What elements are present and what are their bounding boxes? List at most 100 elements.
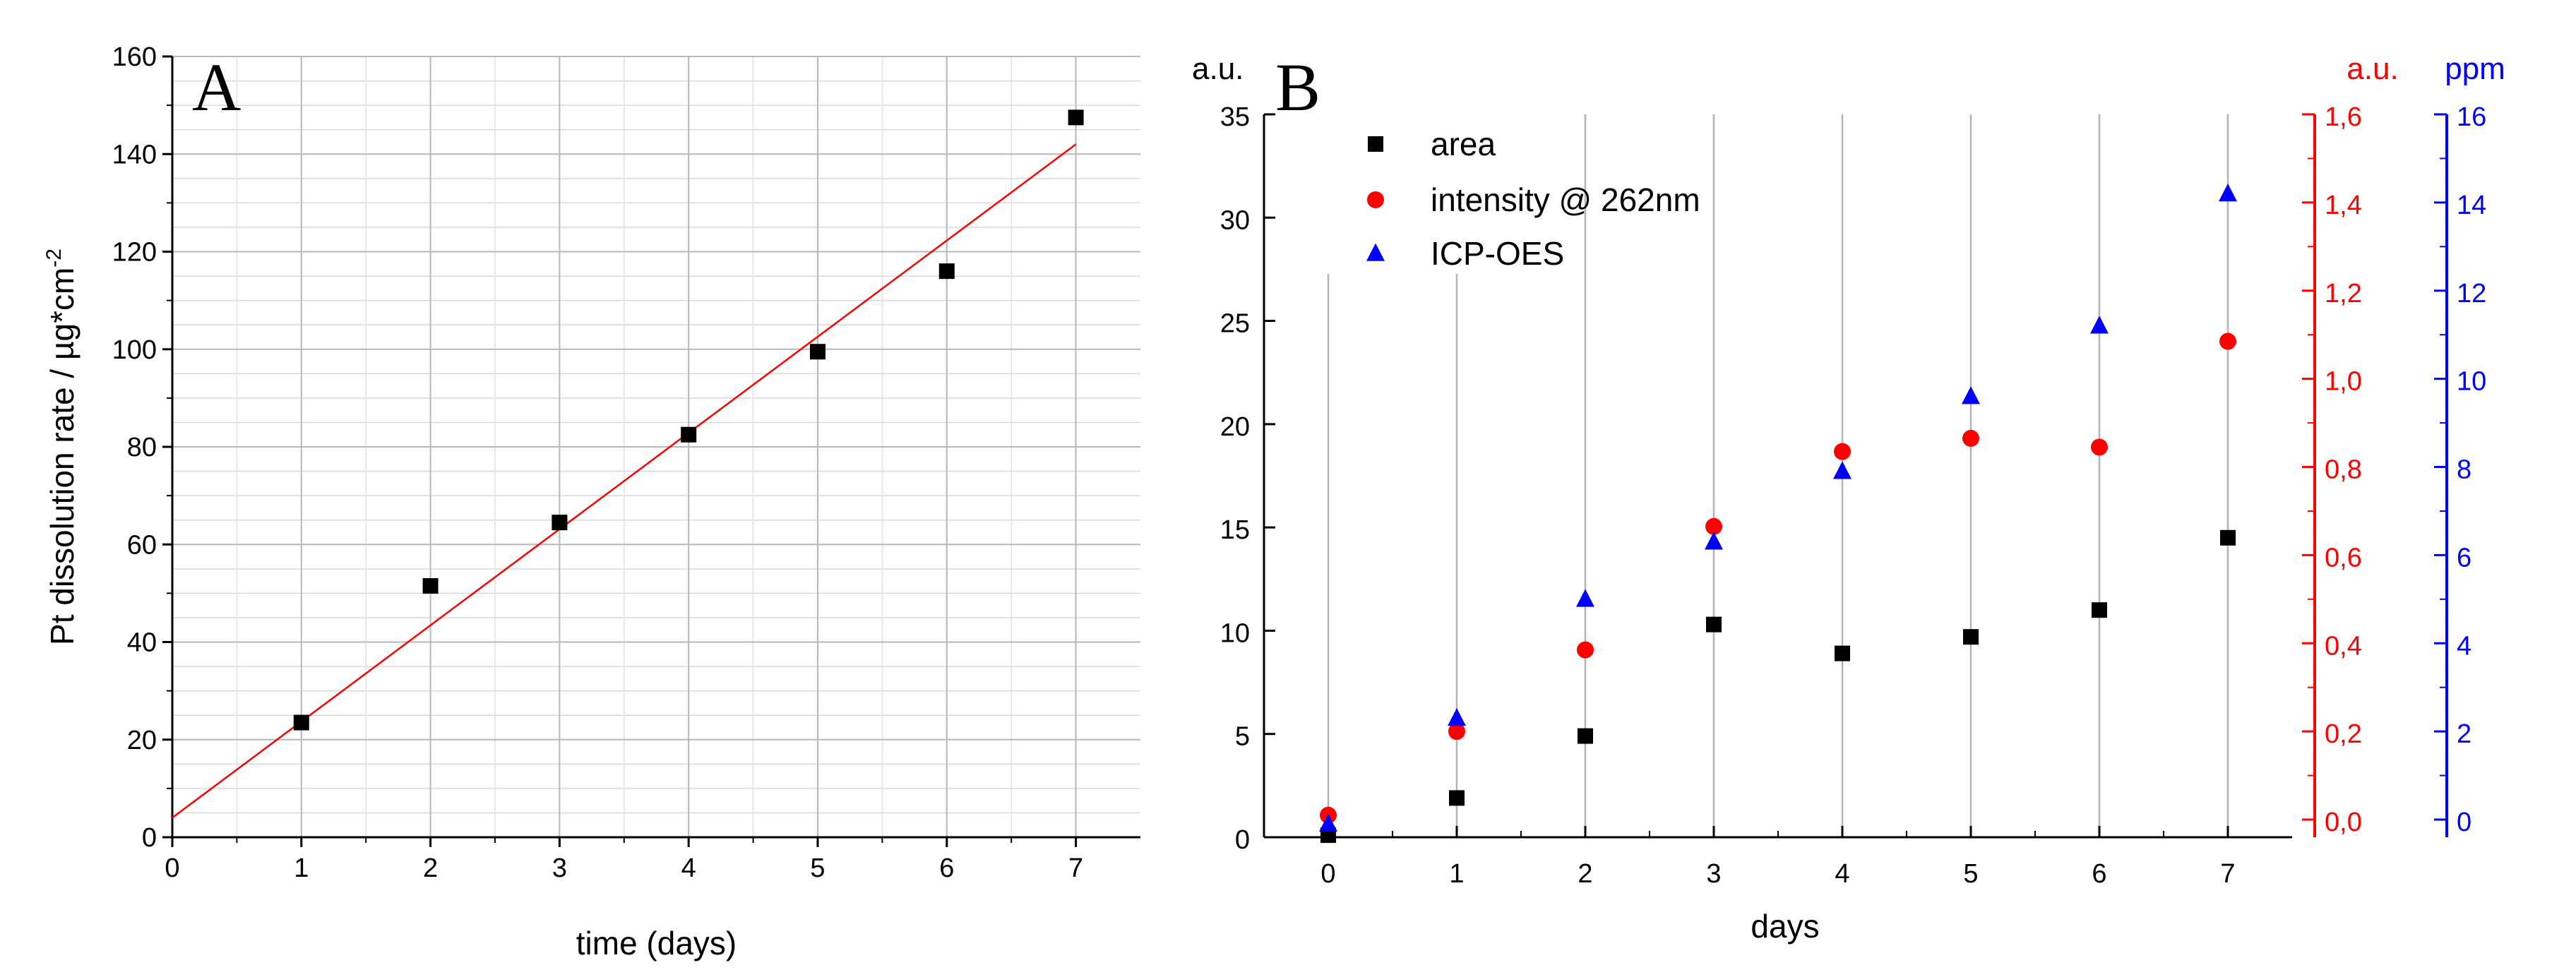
red-y-tick-label: 0,4 <box>2325 631 2362 661</box>
fit-line <box>172 143 1077 819</box>
x-axis-title: days <box>1751 908 1819 945</box>
blue-y-tick-label: 2 <box>2457 719 2471 749</box>
data-point-triangle <box>1705 532 1723 550</box>
data-point-triangle <box>1448 708 1466 726</box>
y-tick-label: 160 <box>112 42 157 72</box>
red-y-tick-label: 1,6 <box>2325 102 2362 132</box>
data-point-square <box>1578 728 1593 744</box>
data-point-square <box>1835 645 1850 661</box>
blue-y-tick-label: 10 <box>2457 367 2486 397</box>
red-y-tick-label: 0,0 <box>2325 808 2362 837</box>
data-point <box>551 515 568 531</box>
blue-y-tick-label: 8 <box>2457 455 2471 485</box>
data-point <box>681 426 697 443</box>
red-axis-unit: a.u. <box>2347 52 2398 86</box>
data-point-circle <box>1448 723 1465 741</box>
data-point-circle <box>1705 517 1722 535</box>
red-y-tick-label: 0,6 <box>2325 543 2362 573</box>
x-tick-label: 5 <box>1963 859 1978 889</box>
data-point-square <box>2220 529 2236 546</box>
red-y-tick-label: 1,2 <box>2325 279 2362 308</box>
y-tick-label: 140 <box>112 140 157 169</box>
left-y-tick-label: 15 <box>1220 515 1250 545</box>
data-point-square <box>2092 602 2107 618</box>
x-tick-label: 3 <box>552 853 567 883</box>
data-point-square <box>1449 790 1465 806</box>
panel-a: 0 20 40 60 80 100 120 140 160 0 1 2 3 4 5 6 7 time (days)… <box>42 42 1140 961</box>
x-tick-label: 7 <box>1068 853 1083 883</box>
y-tick-label: 120 <box>112 238 157 268</box>
red-y-tick-label: 1,0 <box>2325 367 2362 397</box>
left-axis-unit: a.u. <box>1192 52 1244 86</box>
data-point-square <box>1963 629 1979 645</box>
data-point <box>810 344 825 360</box>
blue-y-tick-label: 14 <box>2457 191 2486 220</box>
x-tick-label: 1 <box>1449 859 1464 889</box>
panel-label-b: B <box>1275 49 1320 125</box>
blue-y-tick-label: 4 <box>2457 631 2471 661</box>
x-tick-label: 4 <box>1835 859 1849 889</box>
x-tick-label: 0 <box>1320 859 1335 889</box>
data-point-triangle <box>2090 316 2109 334</box>
legend-marker <box>1367 191 1384 208</box>
blue-y-tick-label: 0 <box>2457 808 2471 837</box>
left-y-tick-label: 30 <box>1220 205 1250 235</box>
data-point <box>422 578 439 594</box>
data-point-square <box>1706 616 1722 633</box>
red-y-tick-label: 0,2 <box>2325 719 2362 749</box>
x-tick-label: 2 <box>1578 859 1592 889</box>
left-y-tick-label: 5 <box>1235 722 1250 752</box>
data-point <box>293 714 309 731</box>
data-point-triangle <box>1319 813 1337 832</box>
left-y-tick-label: 25 <box>1220 309 1250 339</box>
left-y-tick-label: 20 <box>1220 412 1250 442</box>
data-point <box>1068 109 1084 126</box>
legend-marker <box>1368 136 1383 152</box>
y-axis-title-superscript: -2 <box>42 248 66 268</box>
y-tick-label: 100 <box>112 335 157 365</box>
blue-y-tick-label: 16 <box>2457 102 2486 132</box>
legend-label: ICP-OES <box>1431 235 1564 272</box>
blue-y-tick-label: 12 <box>2457 279 2486 308</box>
y-tick-label: 40 <box>127 628 157 658</box>
x-tick-label: 5 <box>810 853 825 883</box>
x-tick-label: 6 <box>939 853 954 883</box>
x-tick-label: 7 <box>2220 859 2235 889</box>
red-y-tick-label: 0,8 <box>2325 455 2362 485</box>
y-axis-title-main: Pt dissolution rate / µg*cm <box>44 268 80 645</box>
data-point-triangle <box>2219 183 2237 202</box>
x-tick-label: 4 <box>681 853 696 883</box>
y-tick-label: 0 <box>142 823 157 853</box>
legend-label: intensity @ 262nm <box>1431 181 1700 218</box>
x-axis-title: time (days) <box>576 925 737 961</box>
blue-y-tick-label: 6 <box>2457 543 2471 573</box>
y-axis-title: Pt dissolution rate / µg*cm-2 <box>42 248 80 645</box>
x-tick-label: 1 <box>294 853 309 883</box>
y-tick-label: 60 <box>127 530 157 560</box>
data-point-circle <box>2091 438 2108 456</box>
legend-marker <box>1366 243 1385 261</box>
x-tick-label: 6 <box>2092 859 2106 889</box>
data-point-circle <box>1962 429 1979 447</box>
data-point-circle <box>1577 641 1594 659</box>
y-tick-label: 80 <box>127 433 157 462</box>
y-tick-label: 20 <box>127 726 157 755</box>
data-point-triangle <box>1962 386 1980 404</box>
panel-label-a: A <box>192 49 241 125</box>
x-tick-label: 3 <box>1706 859 1721 889</box>
left-y-tick-label: 0 <box>1235 825 1250 855</box>
left-y-tick-label: 10 <box>1220 618 1250 648</box>
blue-axis-unit: ppm <box>2445 52 2505 86</box>
x-tick-label: 0 <box>165 853 179 883</box>
data-point-circle <box>2219 332 2236 350</box>
data-point-triangle <box>1833 461 1852 479</box>
data-point-triangle <box>1576 589 1594 607</box>
red-y-tick-label: 1,4 <box>2325 191 2362 220</box>
x-tick-label: 2 <box>423 853 438 883</box>
data-point-circle <box>1834 443 1851 460</box>
data-point <box>938 263 955 280</box>
legend-label: area <box>1431 126 1496 162</box>
left-y-tick-label: 35 <box>1220 102 1250 132</box>
